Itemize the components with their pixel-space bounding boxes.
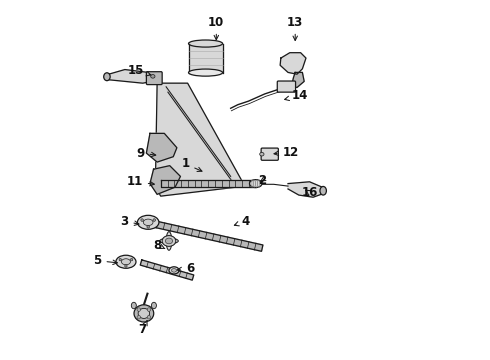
Circle shape bbox=[141, 219, 144, 221]
Ellipse shape bbox=[131, 302, 136, 309]
Text: 16: 16 bbox=[301, 186, 318, 199]
Ellipse shape bbox=[122, 259, 130, 265]
Ellipse shape bbox=[162, 235, 176, 246]
Circle shape bbox=[147, 308, 151, 311]
Ellipse shape bbox=[151, 75, 155, 78]
Text: 9: 9 bbox=[136, 147, 156, 159]
Circle shape bbox=[147, 226, 149, 228]
Ellipse shape bbox=[166, 231, 172, 250]
Text: 10: 10 bbox=[208, 16, 224, 40]
Polygon shape bbox=[166, 87, 232, 182]
Text: 8: 8 bbox=[153, 239, 165, 252]
Ellipse shape bbox=[169, 267, 179, 274]
Polygon shape bbox=[149, 220, 263, 251]
FancyBboxPatch shape bbox=[147, 72, 162, 85]
Text: 13: 13 bbox=[287, 16, 303, 41]
Circle shape bbox=[137, 308, 141, 311]
Ellipse shape bbox=[172, 269, 176, 272]
Text: 14: 14 bbox=[285, 89, 308, 102]
Text: 15: 15 bbox=[127, 64, 151, 77]
Polygon shape bbox=[107, 69, 153, 83]
Text: 4: 4 bbox=[234, 215, 250, 228]
Text: 3: 3 bbox=[121, 215, 139, 228]
Ellipse shape bbox=[260, 152, 264, 156]
Polygon shape bbox=[147, 134, 177, 162]
Text: 5: 5 bbox=[93, 254, 118, 267]
Ellipse shape bbox=[134, 305, 154, 322]
Ellipse shape bbox=[137, 215, 159, 229]
Circle shape bbox=[147, 315, 151, 319]
Circle shape bbox=[119, 258, 122, 261]
Ellipse shape bbox=[189, 69, 222, 76]
Text: 1: 1 bbox=[181, 157, 202, 171]
Ellipse shape bbox=[116, 255, 136, 268]
Text: 11: 11 bbox=[126, 175, 154, 188]
Circle shape bbox=[130, 258, 133, 261]
Ellipse shape bbox=[249, 180, 262, 188]
Polygon shape bbox=[150, 166, 180, 194]
Polygon shape bbox=[288, 182, 324, 197]
Ellipse shape bbox=[189, 40, 222, 47]
FancyBboxPatch shape bbox=[277, 81, 295, 92]
FancyBboxPatch shape bbox=[261, 148, 278, 160]
Polygon shape bbox=[189, 44, 222, 73]
Polygon shape bbox=[280, 53, 306, 74]
Polygon shape bbox=[155, 83, 242, 196]
Ellipse shape bbox=[138, 309, 149, 319]
Polygon shape bbox=[140, 260, 194, 280]
Ellipse shape bbox=[144, 219, 153, 226]
Polygon shape bbox=[292, 72, 304, 87]
Text: 6: 6 bbox=[177, 262, 194, 275]
Ellipse shape bbox=[166, 238, 172, 244]
Circle shape bbox=[137, 315, 141, 319]
Ellipse shape bbox=[151, 302, 156, 309]
Polygon shape bbox=[161, 180, 256, 187]
Text: 12: 12 bbox=[274, 145, 299, 158]
Ellipse shape bbox=[320, 186, 326, 195]
Ellipse shape bbox=[104, 73, 110, 81]
Text: 7: 7 bbox=[139, 320, 147, 336]
Ellipse shape bbox=[160, 238, 178, 244]
Circle shape bbox=[125, 265, 127, 267]
Text: 2: 2 bbox=[258, 174, 267, 186]
Circle shape bbox=[153, 219, 155, 221]
